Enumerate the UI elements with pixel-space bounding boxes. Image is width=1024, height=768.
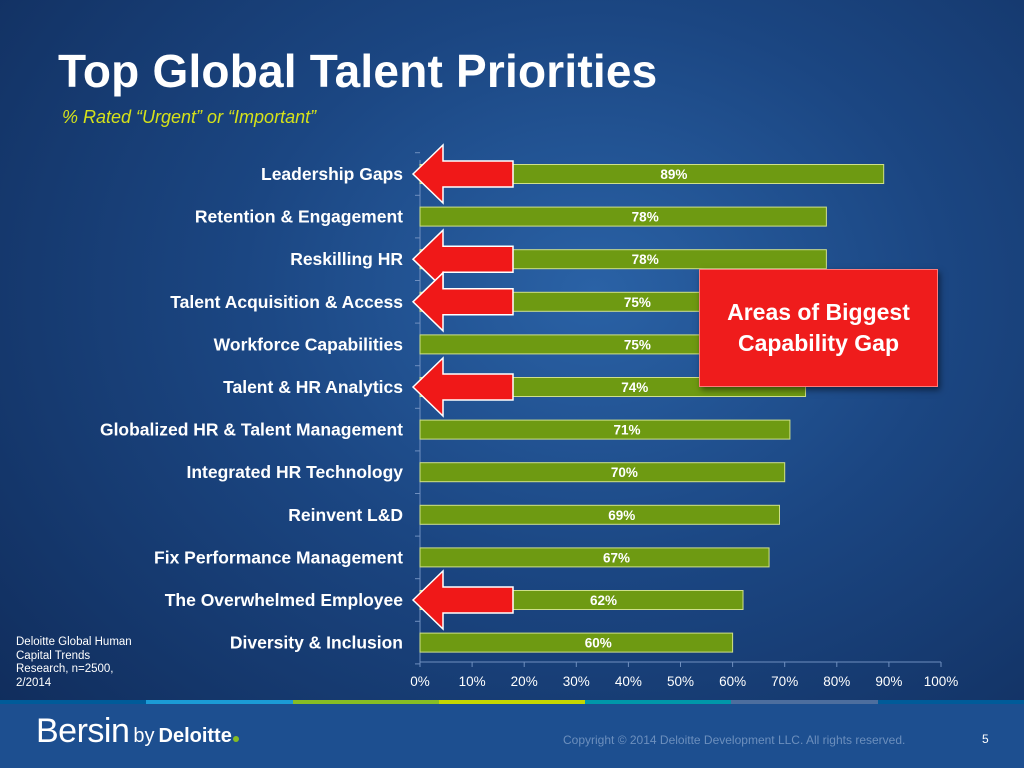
x-tick-label: 80% bbox=[823, 674, 850, 689]
footer-stripe-segment bbox=[438, 700, 586, 704]
category-label: The Overwhelmed Employee bbox=[165, 590, 404, 610]
x-tick-label: 90% bbox=[875, 674, 902, 689]
bar bbox=[419, 419, 791, 440]
bar bbox=[419, 504, 780, 525]
category-label: Workforce Capabilities bbox=[214, 334, 404, 354]
brand-by: by bbox=[133, 725, 155, 747]
brand-logo: Bersin by Deloitte bbox=[36, 712, 239, 751]
footer-stripe-segment bbox=[146, 700, 293, 704]
category-label: Fix Performance Management bbox=[154, 547, 403, 567]
category-label: Reskilling HR bbox=[290, 249, 403, 269]
category-label: Reinvent L&D bbox=[288, 505, 403, 525]
source-note: Deloitte Global Human Capital Trends Res… bbox=[16, 636, 132, 689]
bar-value-label: 78% bbox=[632, 210, 659, 225]
brand-name: Bersin bbox=[36, 712, 130, 750]
footer-stripe-segment bbox=[877, 700, 1024, 704]
bar bbox=[419, 462, 786, 483]
bar-value-label: 75% bbox=[624, 295, 651, 310]
category-label: Globalized HR & Talent Management bbox=[100, 420, 403, 440]
category-label: Retention & Engagement bbox=[195, 207, 403, 227]
footer-color-stripe bbox=[0, 700, 1024, 704]
category-label: Leadership Gaps bbox=[261, 164, 403, 184]
page-number: 5 bbox=[982, 732, 989, 746]
category-label: Integrated HR Technology bbox=[187, 462, 404, 482]
highlight-arrow-icon bbox=[411, 569, 514, 631]
slide-subtitle: % Rated “Urgent” or “Important” bbox=[62, 107, 317, 127]
bar bbox=[419, 547, 770, 568]
bar-value-label: 69% bbox=[608, 508, 635, 523]
footer-stripe-segment bbox=[585, 700, 732, 704]
callout-line-2: Capability Gap bbox=[737, 330, 900, 356]
bar-value-label: 70% bbox=[611, 465, 638, 480]
footer-stripe-segment bbox=[731, 700, 878, 704]
bar-value-label: 89% bbox=[660, 167, 687, 182]
x-tick-label: 30% bbox=[563, 674, 590, 689]
footer-bar: Bersin by Deloitte Copyright © 2014 Deloit… bbox=[0, 700, 1024, 768]
bar-value-label: 74% bbox=[621, 380, 648, 395]
brand-parent: Deloitte bbox=[158, 725, 232, 747]
category-label: Talent & HR Analytics bbox=[223, 377, 403, 397]
bar-value-label: 78% bbox=[632, 252, 659, 267]
category-label: Diversity & Inclusion bbox=[230, 633, 403, 653]
bar-value-label: 67% bbox=[603, 550, 630, 565]
highlight-arrow-icon bbox=[411, 228, 514, 290]
bar-value-label: 75% bbox=[624, 337, 651, 352]
highlight-arrow-icon bbox=[411, 271, 514, 333]
x-tick-label: 70% bbox=[771, 674, 798, 689]
bar bbox=[419, 632, 734, 653]
bar bbox=[419, 206, 827, 227]
x-tick-label: 10% bbox=[459, 674, 486, 689]
bar-value-label: 71% bbox=[613, 423, 640, 438]
callout-line-1: Areas of Biggest bbox=[727, 299, 910, 325]
copyright-text: Copyright © 2014 Deloitte Development LL… bbox=[563, 733, 906, 747]
bar-value-label: 60% bbox=[585, 636, 612, 651]
category-label: Talent Acquisition & Access bbox=[170, 292, 403, 312]
brand-dot-icon bbox=[232, 736, 239, 742]
highlight-arrow-icon bbox=[411, 143, 514, 205]
x-tick-label: 40% bbox=[615, 674, 642, 689]
bar-value-label: 62% bbox=[590, 593, 617, 608]
footer-stripe-segment bbox=[292, 700, 439, 704]
highlight-arrow-icon bbox=[411, 356, 514, 418]
x-tick-label: 0% bbox=[410, 674, 430, 689]
x-tick-label: 50% bbox=[667, 674, 694, 689]
x-tick-label: 100% bbox=[924, 674, 959, 689]
x-tick-label: 20% bbox=[511, 674, 538, 689]
x-tick-label: 60% bbox=[719, 674, 746, 689]
capability-gap-callout: Areas of Biggest Capability Gap bbox=[699, 269, 938, 387]
slide-title: Top Global Talent Priorities bbox=[58, 45, 658, 97]
footer-stripe-segment bbox=[0, 700, 147, 704]
